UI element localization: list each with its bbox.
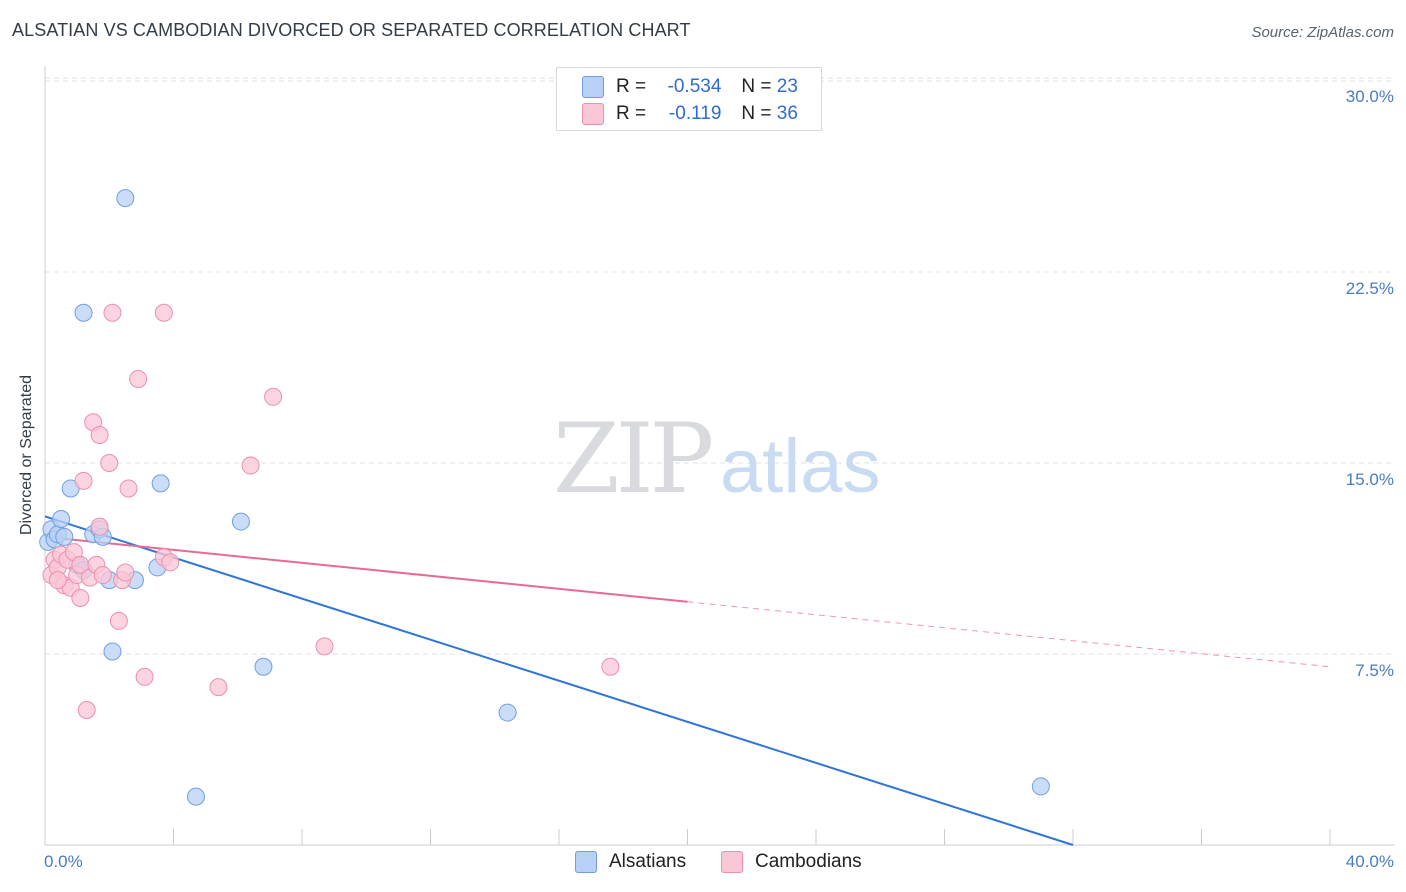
- cambodian-point: [109, 611, 128, 630]
- watermark-atlas: atlas: [720, 424, 881, 509]
- n-value: 36: [776, 103, 798, 124]
- legend-item-cambodians[interactable]: Cambodians: [721, 851, 862, 873]
- x-tick-label: 0.0%: [44, 852, 83, 871]
- cambodian-point: [77, 701, 96, 720]
- cambodian-point: [71, 588, 90, 607]
- n-label: N =: [741, 103, 772, 124]
- cambodian-point: [119, 479, 138, 498]
- cambodian-point: [135, 667, 154, 686]
- y-tick-label: 22.5%: [1345, 279, 1394, 298]
- cambodian-point: [74, 471, 93, 490]
- r-value: -0.534: [667, 76, 722, 97]
- alsatian-point: [254, 657, 273, 676]
- n-label: N =: [741, 76, 772, 97]
- r-value: -0.119: [668, 103, 722, 124]
- cambodian-swatch: [582, 103, 604, 125]
- cambodian-point: [209, 678, 228, 697]
- legend-label: Alsatians: [609, 851, 687, 872]
- y-tick-label: 30.0%: [1345, 87, 1394, 106]
- alsatian-swatch: [582, 76, 604, 98]
- alsatian-point: [52, 510, 71, 529]
- alsatian-trend-line: [44, 515, 1074, 846]
- cambodian-point: [90, 425, 109, 444]
- y-tick-label: 7.5%: [1355, 661, 1394, 680]
- cambodian-swatch: [721, 851, 743, 873]
- alsatian-point: [231, 512, 250, 531]
- cambodian-point: [100, 454, 119, 472]
- alsatian-point: [498, 703, 517, 722]
- y-axis-label: Divorced or Separated: [18, 374, 35, 536]
- alsatian-point: [74, 303, 93, 322]
- alsatian-point: [1031, 777, 1050, 796]
- cambodian-point: [241, 456, 260, 475]
- r-label: R =: [616, 103, 647, 124]
- cambodian-point: [315, 637, 334, 656]
- r-label: R =: [616, 76, 647, 97]
- n-value: 23: [776, 76, 798, 97]
- alsatian-point: [103, 642, 122, 661]
- alsatian-point: [116, 189, 135, 208]
- stats-legend: R = -0.534 N = 23 R = -0.119 N = 36: [556, 67, 822, 131]
- cambodian-point: [129, 369, 148, 388]
- legend-item-alsatians[interactable]: Alsatians: [575, 851, 686, 873]
- series-legend: Alsatians Cambodians: [0, 851, 1406, 877]
- x-tick-label: 40.0%: [1345, 852, 1394, 871]
- legend-label: Cambodians: [755, 851, 862, 872]
- cambodian-trend-line: [44, 535, 688, 603]
- cambodian-point: [48, 571, 67, 590]
- cambodian-point: [93, 566, 112, 585]
- y-tick-label: 15.0%: [1345, 470, 1394, 489]
- alsatian-point: [151, 474, 170, 493]
- legend-row-cambodians: R = -0.119 N = 36: [582, 102, 798, 126]
- cambodian-point: [154, 303, 173, 322]
- cambodian-point: [601, 657, 620, 676]
- cambodian-point: [161, 553, 180, 572]
- cambodian-point: [264, 387, 283, 406]
- watermark-zip: ZIP: [553, 403, 712, 515]
- cambodian-point: [103, 303, 122, 322]
- alsatian-point: [186, 787, 205, 806]
- chart-title: ALSATIAN VS CAMBODIAN DIVORCED OR SEPARA…: [12, 20, 691, 40]
- cambodian-trend-extension: [687, 601, 1331, 668]
- legend-row-alsatians: R = -0.534 N = 23: [582, 75, 798, 99]
- cambodian-point: [116, 563, 135, 582]
- alsatian-point: [55, 527, 74, 546]
- alsatian-swatch: [575, 851, 597, 873]
- cambodian-point: [90, 517, 109, 536]
- chart-source: Source: ZipAtlas.com: [1251, 24, 1394, 41]
